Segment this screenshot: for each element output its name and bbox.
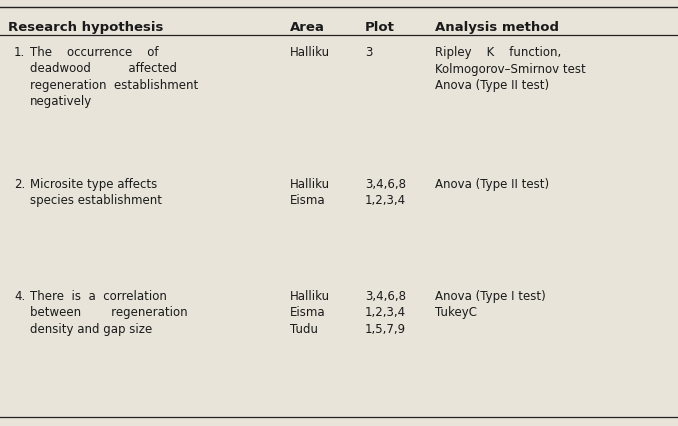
Text: 1,5,7,9: 1,5,7,9 [365,322,406,335]
Text: negatively: negatively [30,95,92,108]
Text: 1.: 1. [14,46,25,59]
Text: 1,2,3,4: 1,2,3,4 [365,306,406,319]
Text: Anova (Type I test): Anova (Type I test) [435,289,546,302]
Text: Analysis method: Analysis method [435,21,559,34]
Text: regeneration  establishment: regeneration establishment [30,79,198,92]
Text: Kolmogorov–Smirnov test: Kolmogorov–Smirnov test [435,62,586,75]
Text: Eisma: Eisma [290,306,325,319]
Text: Anova (Type II test): Anova (Type II test) [435,79,549,92]
Text: 2.: 2. [14,178,25,190]
Text: Ripley    K    function,: Ripley K function, [435,46,561,59]
Text: Area: Area [290,21,325,34]
Text: species establishment: species establishment [30,194,162,207]
Text: 1,2,3,4: 1,2,3,4 [365,194,406,207]
Text: Plot: Plot [365,21,395,34]
Text: Anova (Type II test): Anova (Type II test) [435,178,549,190]
Text: Halliku: Halliku [290,178,330,190]
Text: deadwood          affected: deadwood affected [30,62,177,75]
Text: Halliku: Halliku [290,289,330,302]
Text: 3,4,6,8: 3,4,6,8 [365,178,406,190]
Text: Eisma: Eisma [290,194,325,207]
Text: Research hypothesis: Research hypothesis [8,21,163,34]
Text: between        regeneration: between regeneration [30,306,188,319]
Text: 4.: 4. [14,289,25,302]
Text: density and gap size: density and gap size [30,322,153,335]
Text: TukeyC: TukeyC [435,306,477,319]
Text: There  is  a  correlation: There is a correlation [30,289,167,302]
Text: Halliku: Halliku [290,46,330,59]
Text: 3,4,6,8: 3,4,6,8 [365,289,406,302]
Text: The    occurrence    of: The occurrence of [30,46,159,59]
Text: Tudu: Tudu [290,322,318,335]
Text: Microsite type affects: Microsite type affects [30,178,157,190]
Text: 3: 3 [365,46,372,59]
